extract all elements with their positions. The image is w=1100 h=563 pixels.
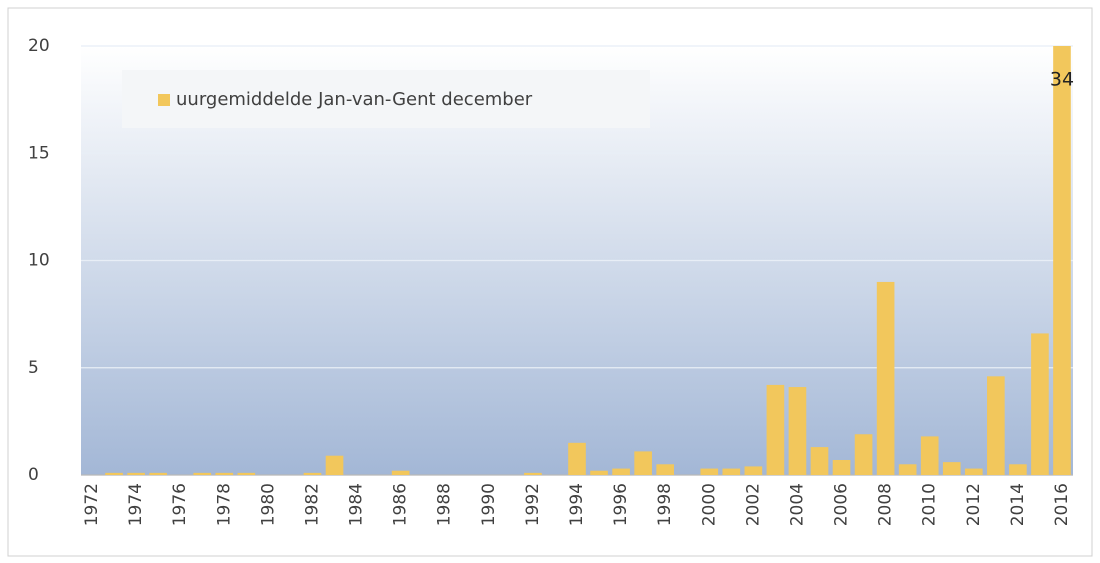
x-tick-label: 2004 (787, 483, 807, 526)
bar (964, 468, 983, 475)
bar (700, 468, 719, 475)
bar (391, 470, 410, 475)
bar (634, 451, 652, 475)
bar (876, 281, 895, 475)
bar (920, 436, 939, 475)
y-tick-label: 0 (28, 465, 39, 485)
x-tick-label: 1996 (611, 483, 631, 526)
bar (612, 468, 630, 475)
x-tick-label: 2016 (1052, 483, 1072, 526)
x-tick-label: 1998 (655, 483, 675, 526)
bar (854, 434, 873, 475)
bar (215, 472, 234, 475)
legend-box (122, 70, 650, 128)
bar (832, 459, 851, 475)
x-tick-label: 2014 (1008, 483, 1028, 526)
x-tick-label: 2012 (964, 483, 984, 526)
bar (524, 472, 542, 475)
bar (237, 472, 256, 475)
bars (105, 46, 1071, 475)
x-tick-label: 1978 (214, 483, 234, 526)
bar (788, 387, 807, 475)
bar (590, 470, 608, 475)
x-tick-label: 1988 (435, 483, 455, 526)
x-tick-label: 1990 (479, 483, 499, 526)
x-tick-label: 1972 (82, 483, 102, 526)
x-tick-label: 1974 (126, 483, 146, 526)
x-tick-label: 1992 (523, 483, 543, 526)
bar (722, 468, 741, 475)
y-tick-label: 20 (28, 36, 50, 56)
data-label: 34 (1050, 69, 1074, 91)
bar (303, 472, 322, 475)
bar (193, 472, 212, 475)
x-tick-label: 1986 (391, 483, 411, 526)
legend-label: uurgemiddelde Jan-van-Gent december (176, 89, 533, 110)
bar (127, 472, 145, 475)
y-tick-label: 10 (28, 251, 50, 271)
x-tick-label: 1976 (170, 483, 190, 526)
x-tick-label: 2006 (832, 483, 852, 526)
x-tick-label: 1980 (258, 483, 278, 526)
x-tick-label: 2000 (699, 483, 719, 526)
x-tick-label: 2008 (876, 483, 896, 526)
bar (105, 472, 123, 475)
bar (810, 447, 829, 475)
y-tick-label: 15 (28, 143, 50, 163)
x-tick-label: 2002 (743, 483, 763, 526)
bar (1031, 333, 1049, 475)
y-tick-label: 5 (28, 358, 39, 378)
x-tick-label: 1982 (302, 483, 322, 526)
bar (656, 464, 674, 475)
bar (987, 376, 1005, 475)
bar (1009, 464, 1027, 475)
x-tick-label: 1984 (347, 483, 367, 526)
bar (898, 464, 917, 475)
bar (766, 384, 785, 475)
bar (325, 455, 344, 475)
x-tick-label: 1994 (567, 483, 587, 526)
bar (744, 466, 763, 475)
bar (1053, 46, 1071, 475)
bar (568, 442, 586, 475)
bar (942, 462, 961, 475)
bar (149, 472, 167, 475)
x-tick-label: 2010 (920, 483, 940, 526)
legend-swatch (158, 94, 170, 106)
